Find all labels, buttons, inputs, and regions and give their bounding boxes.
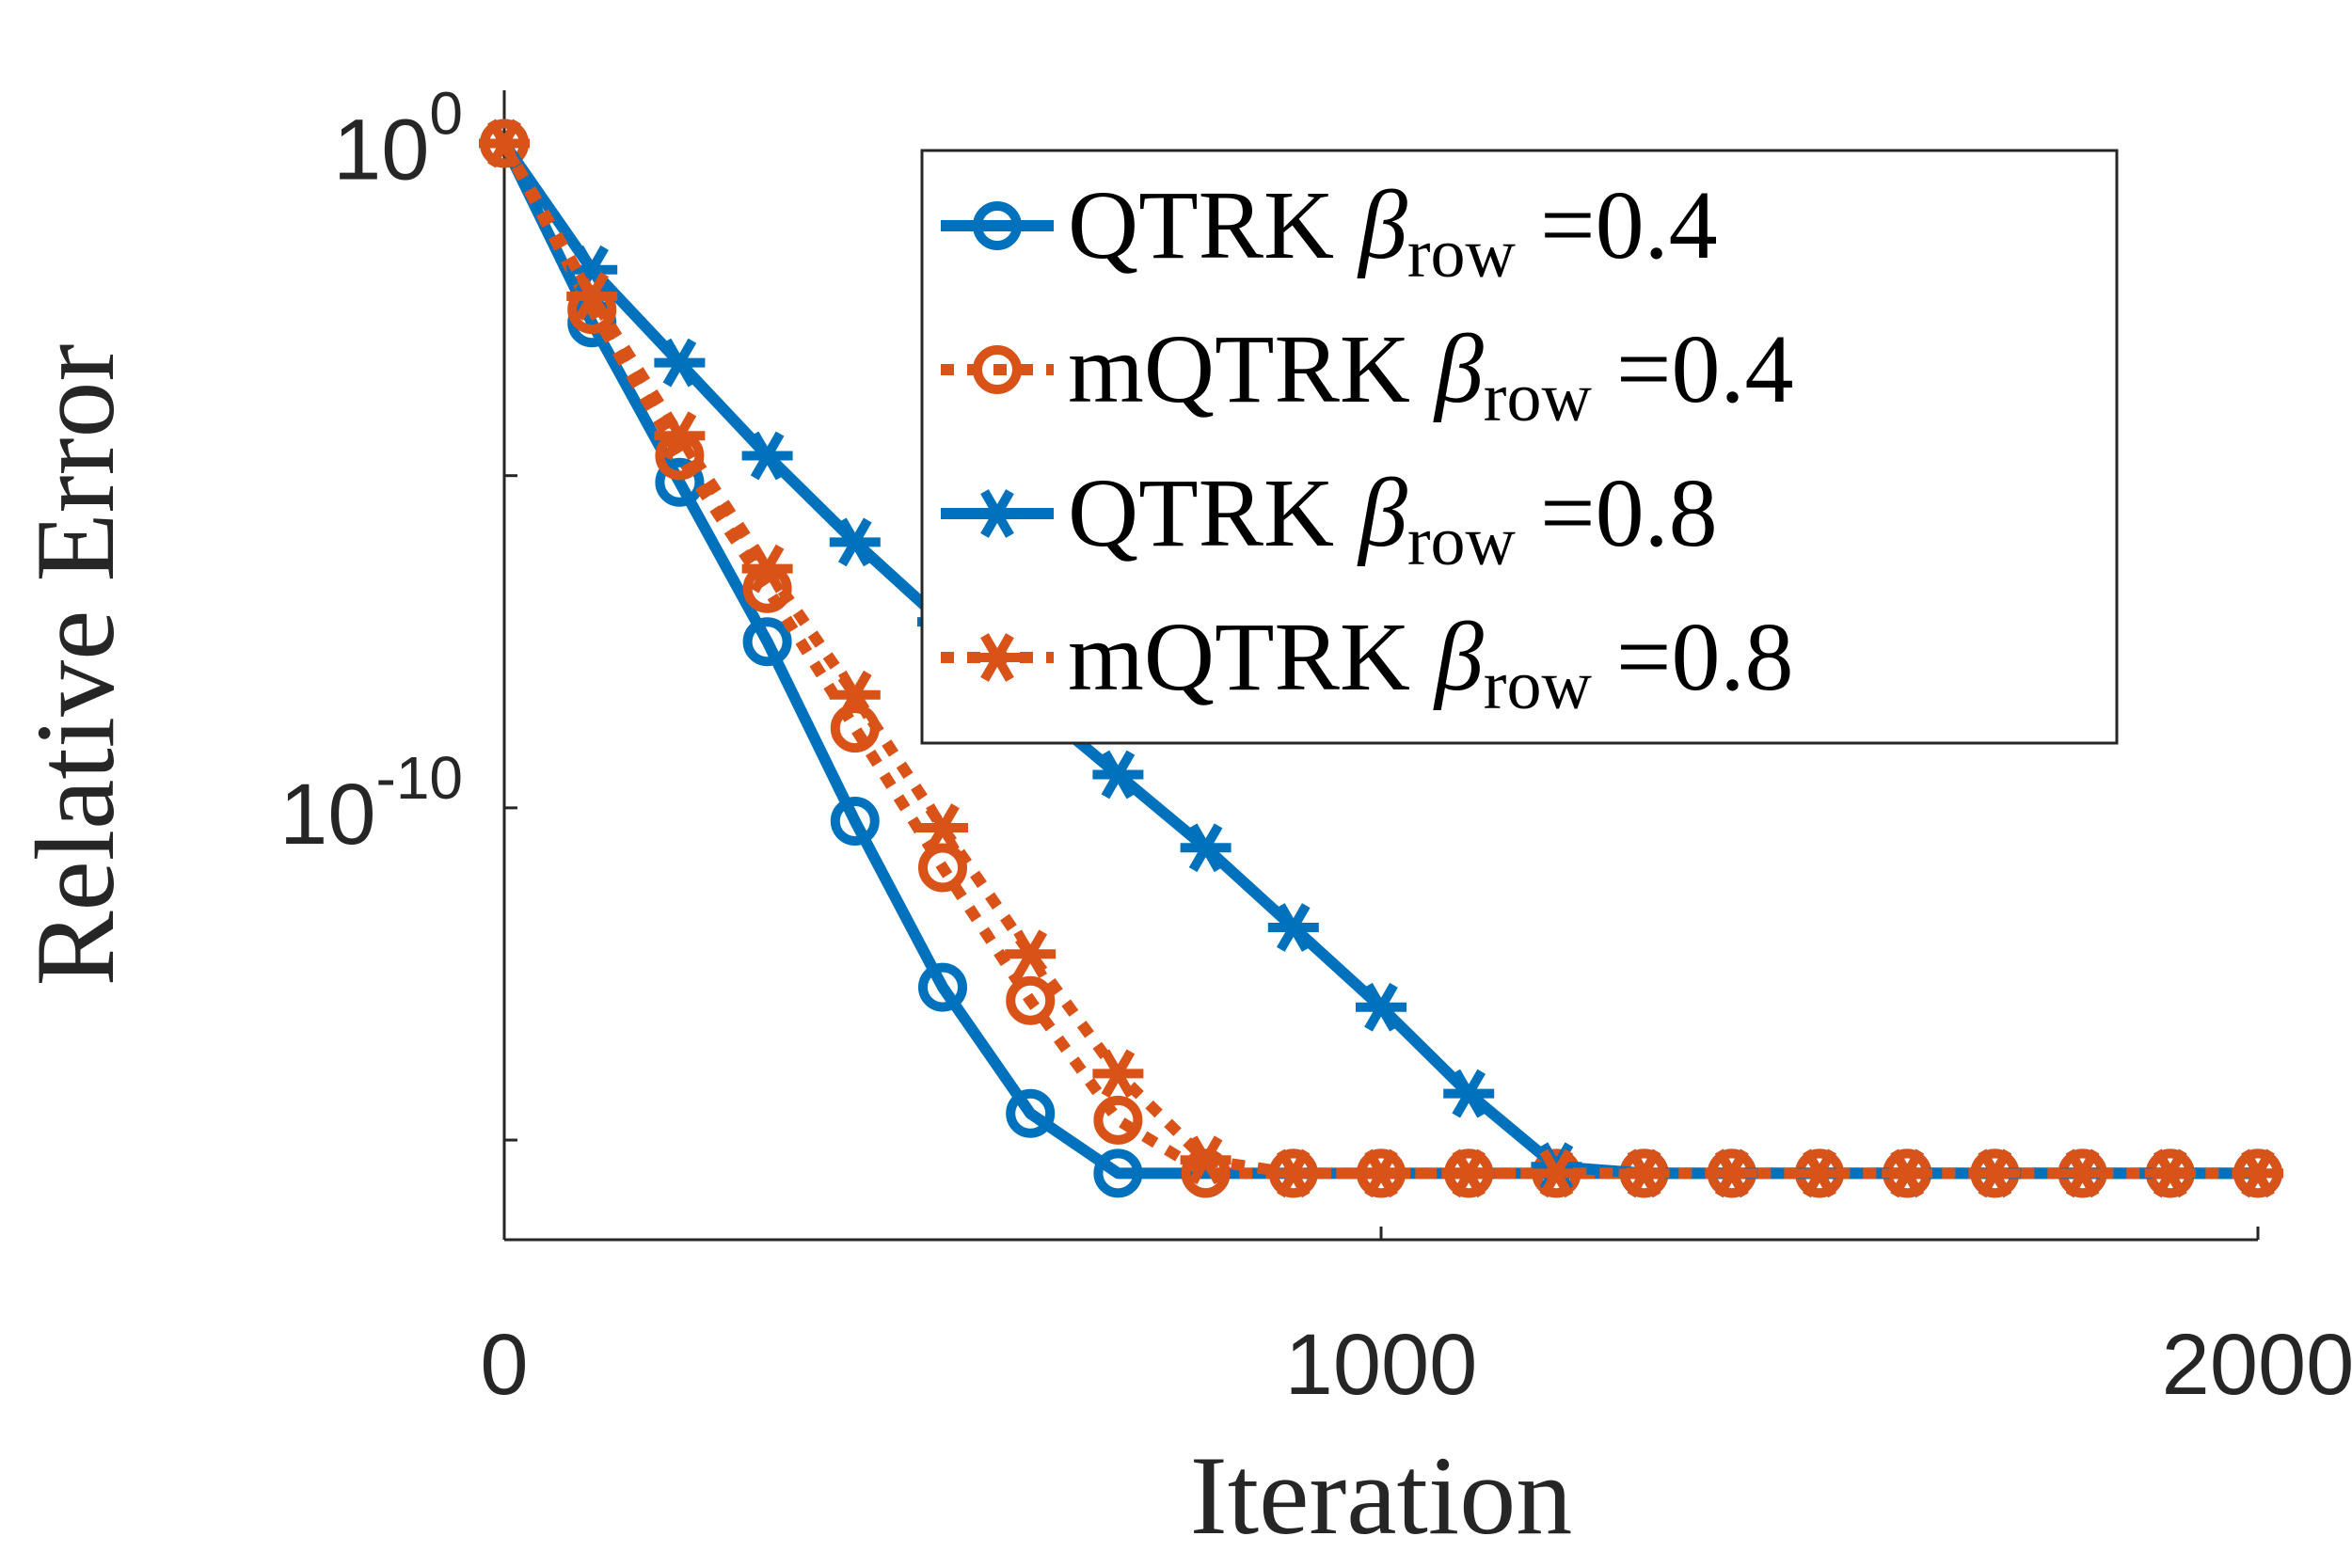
data-point xyxy=(1531,1148,1582,1198)
data-point xyxy=(1618,1148,1670,1198)
x-tick-label: 1000 xyxy=(1285,1317,1478,1413)
x-tick-label: 2000 xyxy=(2162,1317,2352,1413)
x-ticks: 0 1000 2000 xyxy=(480,1227,2352,1413)
data-point xyxy=(1443,1069,1495,1118)
legend-label-main: QTRK xyxy=(1068,459,1359,567)
legend-marker xyxy=(973,345,1022,394)
data-point xyxy=(566,272,618,321)
y-tick-base: 10 xyxy=(333,103,429,198)
data-point xyxy=(830,796,880,846)
data-point xyxy=(1267,1148,1319,1198)
x-axis-title: Iteration xyxy=(1190,1433,1572,1558)
data-point xyxy=(1093,1095,1143,1145)
data-point xyxy=(655,457,705,507)
series xyxy=(479,119,2283,1198)
data-point xyxy=(829,670,881,720)
data-point xyxy=(1706,1148,1757,1198)
legend-marker xyxy=(973,201,1022,250)
legend-box xyxy=(920,149,2119,745)
data-point xyxy=(1356,982,1406,1032)
data-point xyxy=(1006,1088,1056,1138)
legend-label-sub: row xyxy=(1484,647,1593,724)
legend-entry: mQTRK βrow =0.4 xyxy=(941,315,1794,436)
data-point xyxy=(2057,1148,2108,1198)
legend-label-sub: row xyxy=(1407,215,1517,293)
legend-label-beta: β xyxy=(1433,315,1484,423)
x-tick-label: 0 xyxy=(480,1317,528,1413)
legend-label-main: QTRK xyxy=(1068,171,1359,279)
data-point xyxy=(1005,929,1057,979)
legend-marker xyxy=(972,633,1023,682)
y-axis-title: Relative Error xyxy=(12,343,137,986)
legend-entry: QTRK βrow =0.8 xyxy=(941,459,1718,580)
data-point xyxy=(1356,1148,1406,1198)
data-point xyxy=(742,617,792,667)
data-point xyxy=(1180,823,1232,873)
data-point xyxy=(1092,750,1144,800)
data-point xyxy=(741,431,793,481)
legend-label-value: =0.4 xyxy=(1592,315,1794,423)
legend-label-beta: β xyxy=(1433,603,1484,711)
y-tick-label: 100 xyxy=(333,80,463,198)
data-point xyxy=(2144,1148,2196,1198)
legend-label: mQTRK βrow =0.8 xyxy=(1068,603,1794,724)
data-point xyxy=(1882,1148,1933,1198)
legend-label-sub: row xyxy=(1484,359,1593,436)
data-point xyxy=(829,517,881,567)
data-point xyxy=(2233,1148,2283,1198)
legend-label-beta: β xyxy=(1357,459,1407,567)
data-point xyxy=(654,338,706,388)
data-point xyxy=(1969,1148,2021,1198)
data-point xyxy=(1093,1148,1143,1198)
y-tick-exponent: 0 xyxy=(429,80,463,148)
data-point xyxy=(654,411,706,461)
data-point xyxy=(1180,1135,1232,1185)
series-3 xyxy=(479,119,2283,1198)
data-point xyxy=(918,843,967,893)
legend-label-main: mQTRK xyxy=(1068,315,1435,423)
data-point xyxy=(917,803,968,852)
legend-label: QTRK βrow =0.4 xyxy=(1068,171,1718,293)
legend-label: QTRK βrow =0.8 xyxy=(1068,459,1718,580)
data-point xyxy=(918,962,967,1012)
data-point xyxy=(1006,975,1056,1025)
legend-label-main: mQTRK xyxy=(1068,603,1435,711)
legend-label: mQTRK βrow =0.4 xyxy=(1068,315,1794,436)
data-point xyxy=(479,119,530,168)
legend-marker xyxy=(972,489,1023,538)
data-point xyxy=(741,544,793,594)
y-tick-label: 10-10 xyxy=(279,744,463,863)
data-point xyxy=(1092,1049,1144,1099)
legend-label-sub: row xyxy=(1407,503,1517,580)
y-tick-base: 10 xyxy=(279,767,375,863)
legend-label-value: =0.4 xyxy=(1516,171,1718,279)
data-point xyxy=(1443,1148,1495,1198)
legend-entry: QTRK βrow =0.4 xyxy=(941,171,1718,293)
y-tick-exponent: -10 xyxy=(376,744,464,812)
data-point xyxy=(1267,903,1319,952)
legend-label-value: =0.8 xyxy=(1592,603,1794,711)
legend-label-beta: β xyxy=(1357,171,1407,279)
data-point xyxy=(1794,1148,1845,1198)
legend-entry: mQTRK βrow =0.8 xyxy=(941,603,1794,724)
legend-label-value: =0.8 xyxy=(1516,459,1718,567)
